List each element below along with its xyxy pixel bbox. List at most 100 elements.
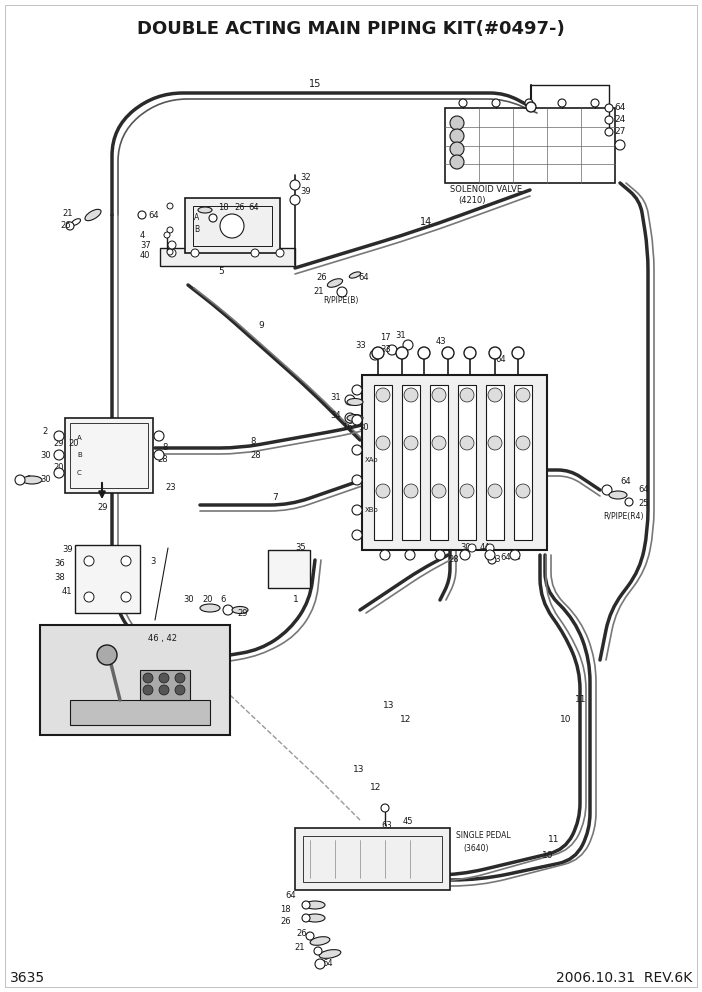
Text: 10: 10 [560,715,571,724]
Circle shape [405,550,415,560]
Ellipse shape [200,604,220,612]
Circle shape [168,249,176,257]
Circle shape [605,104,613,112]
Text: 11: 11 [575,695,586,704]
Circle shape [488,484,502,498]
Circle shape [512,347,524,359]
Text: SOLENOID VALVE: SOLENOID VALVE [450,186,522,194]
Circle shape [164,232,170,238]
Circle shape [387,345,397,355]
Circle shape [464,347,476,359]
Circle shape [432,436,446,450]
Circle shape [468,544,476,552]
Circle shape [352,385,362,395]
Circle shape [376,388,390,402]
Circle shape [175,673,185,683]
Circle shape [418,347,430,359]
Text: 33: 33 [355,340,366,349]
Text: DOUBLE ACTING MAIN PIPING KIT(#0497-): DOUBLE ACTING MAIN PIPING KIT(#0497-) [137,20,565,38]
Circle shape [84,592,94,602]
Circle shape [54,450,64,460]
Text: 28: 28 [448,556,458,564]
Text: 7: 7 [272,492,278,502]
Text: 64: 64 [148,210,159,219]
Text: 28: 28 [157,455,168,464]
Text: 29: 29 [237,609,248,618]
Text: 64: 64 [638,485,649,494]
Text: 11: 11 [548,835,559,844]
Text: 8: 8 [250,437,256,446]
Circle shape [450,116,464,130]
Text: 37: 37 [140,241,151,251]
Text: 64: 64 [495,355,505,364]
Circle shape [191,249,199,257]
Text: 40: 40 [140,252,150,261]
Circle shape [345,413,355,423]
Text: 43: 43 [436,337,446,346]
Circle shape [450,142,464,156]
Circle shape [209,214,217,222]
Bar [70,700,210,725]
Circle shape [154,450,164,460]
Ellipse shape [305,914,325,922]
Text: 9: 9 [258,320,264,329]
Text: (4210): (4210) [458,195,486,204]
Ellipse shape [305,901,325,909]
Circle shape [159,685,169,695]
Bar [268,550,310,588]
Circle shape [380,550,390,560]
Text: 29: 29 [53,439,63,448]
Text: 28: 28 [250,450,260,459]
Text: 23: 23 [490,556,501,564]
Text: XAo: XAo [365,457,378,463]
Circle shape [404,436,418,450]
Text: 64: 64 [614,103,625,112]
Circle shape [352,475,362,485]
Text: 64: 64 [285,892,296,901]
Ellipse shape [72,218,81,225]
Text: 2: 2 [42,428,47,436]
Text: 64: 64 [500,554,510,562]
Text: 43: 43 [375,349,385,358]
Text: 3: 3 [150,558,155,566]
Circle shape [154,431,164,441]
Circle shape [432,484,446,498]
Text: 4: 4 [140,231,145,240]
Text: 14: 14 [420,217,432,227]
Text: 12: 12 [400,715,411,724]
Circle shape [615,140,625,150]
Circle shape [442,347,454,359]
Bar [430,385,448,540]
Text: 12: 12 [370,784,381,793]
Circle shape [352,505,362,515]
Circle shape [591,99,599,107]
Circle shape [290,180,300,190]
Text: 31: 31 [395,330,406,339]
Circle shape [223,605,233,615]
Text: B: B [194,225,199,234]
Text: 46 , 42: 46 , 42 [148,634,177,643]
Text: C: C [77,470,81,476]
Ellipse shape [85,209,101,220]
Text: 3635: 3635 [10,971,45,985]
Text: 36: 36 [54,558,65,567]
Circle shape [488,436,502,450]
Text: 39: 39 [300,187,310,196]
Text: 31: 31 [330,394,340,403]
Circle shape [370,350,380,360]
Circle shape [605,128,613,136]
Circle shape [54,431,64,441]
Text: 2006.10.31  REV.6K: 2006.10.31 REV.6K [556,971,692,985]
Circle shape [492,99,500,107]
Text: 64: 64 [322,959,333,968]
Text: R/PIPE(B): R/PIPE(B) [323,297,359,306]
Circle shape [337,287,347,297]
Circle shape [381,804,389,812]
Text: 16: 16 [342,424,352,433]
Ellipse shape [347,399,363,406]
Text: 10: 10 [542,850,553,859]
Circle shape [251,249,259,257]
Circle shape [376,484,390,498]
Text: 41: 41 [62,587,72,596]
Text: 15: 15 [309,79,322,89]
